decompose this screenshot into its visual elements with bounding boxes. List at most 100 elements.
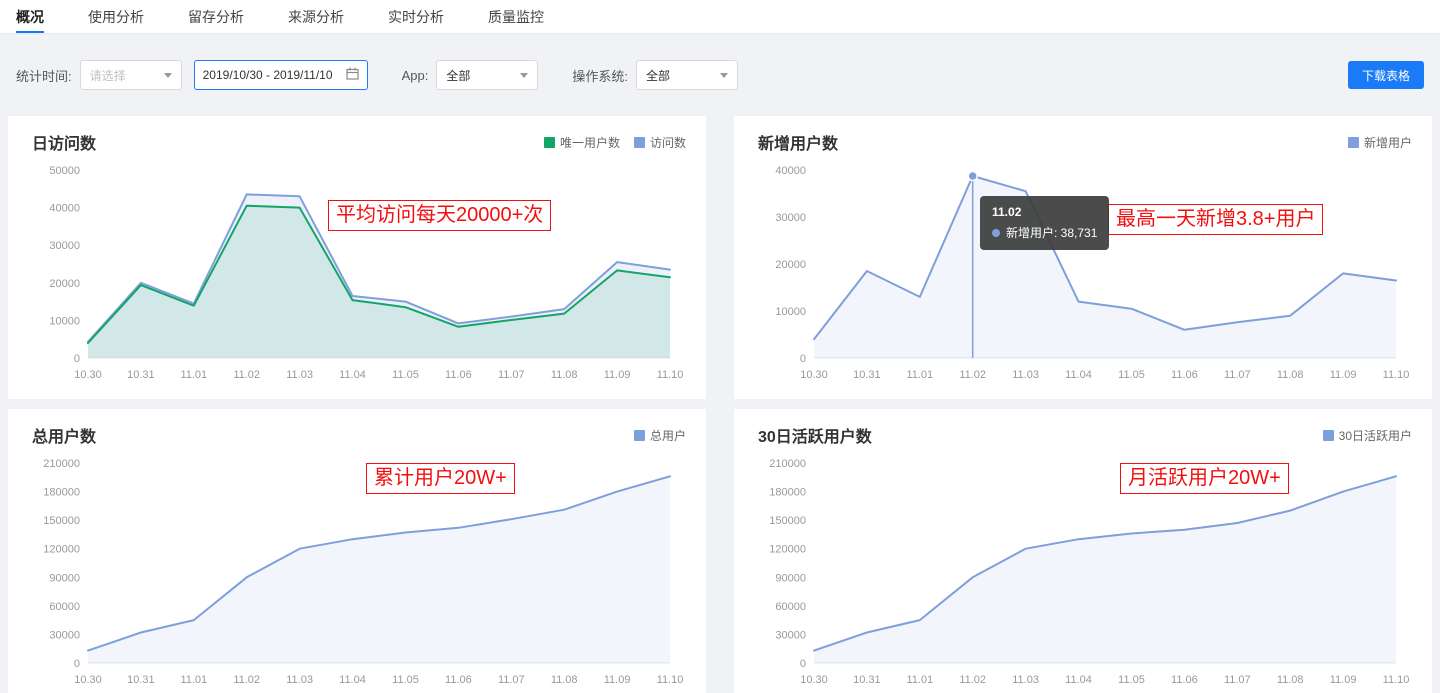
os-filter-group: 操作系统: 全部 xyxy=(572,60,738,90)
svg-text:150000: 150000 xyxy=(769,515,806,527)
svg-text:11.05: 11.05 xyxy=(392,674,419,686)
panel-active-users-30d: 30日活跃用户数 30日活跃用户 0 30000 60000 90000 120000 1… xyxy=(734,409,1432,693)
svg-text:10.31: 10.31 xyxy=(127,369,155,381)
svg-text:11.08: 11.08 xyxy=(1277,369,1304,381)
svg-text:10.31: 10.31 xyxy=(853,674,881,686)
svg-text:11.10: 11.10 xyxy=(657,369,684,381)
svg-text:0: 0 xyxy=(74,353,80,365)
svg-text:40000: 40000 xyxy=(49,203,80,215)
chart-annotation: 平均访问每天20000+次 xyxy=(328,200,552,231)
legend-item[interactable]: 唯一用户数 xyxy=(543,134,620,151)
svg-text:10000: 10000 xyxy=(775,306,806,318)
svg-text:11.07: 11.07 xyxy=(498,369,525,381)
tab-realtime-analysis[interactable]: 实时分析 xyxy=(388,8,444,25)
legend-swatch-icon xyxy=(633,136,645,148)
os-select[interactable]: 全部 xyxy=(636,60,738,90)
time-filter-group: 统计时间: 请选择 2019/10/30 - 2019/11/10 xyxy=(16,60,368,90)
os-select-value: 全部 xyxy=(646,68,671,83)
legend-swatch-icon xyxy=(1322,429,1334,441)
total-users-chart[interactable]: 0 30000 60000 90000 120000 150000 180000 210000… xyxy=(32,451,686,691)
svg-text:11.06: 11.06 xyxy=(445,369,472,381)
calendar-icon xyxy=(346,67,359,83)
svg-text:11.09: 11.09 xyxy=(604,674,631,686)
time-filter-label: 统计时间: xyxy=(16,68,72,84)
chart-annotation: 最高一天新增3.8+用户 xyxy=(1108,204,1324,235)
tab-overview[interactable]: 概况 xyxy=(16,0,44,33)
svg-text:11.02: 11.02 xyxy=(959,369,986,381)
svg-text:11.03: 11.03 xyxy=(1012,674,1039,686)
svg-text:180000: 180000 xyxy=(769,487,806,499)
legend-item[interactable]: 总用户 xyxy=(633,427,686,444)
svg-text:10000: 10000 xyxy=(49,315,80,327)
tab-retention-analysis[interactable]: 留存分析 xyxy=(188,8,244,25)
svg-text:11.09: 11.09 xyxy=(1330,674,1357,686)
tab-source-analysis[interactable]: 来源分析 xyxy=(288,8,344,25)
legend-item[interactable]: 新增用户 xyxy=(1347,134,1412,151)
charts-grid: 日访问数 唯一用户数 访问数 0 10000 20000 30000 40000 50000… xyxy=(0,116,1440,693)
time-select[interactable]: 请选择 xyxy=(79,60,182,90)
panel-daily-visits: 日访问数 唯一用户数 访问数 0 10000 20000 30000 40000 50000… xyxy=(8,116,706,399)
svg-text:11.01: 11.01 xyxy=(906,674,933,686)
svg-text:11.06: 11.06 xyxy=(445,674,472,686)
svg-text:11.01: 11.01 xyxy=(180,674,207,686)
svg-text:10.30: 10.30 xyxy=(74,674,102,686)
svg-text:11.02: 11.02 xyxy=(959,674,986,686)
svg-text:11.05: 11.05 xyxy=(1118,369,1145,381)
svg-text:30000: 30000 xyxy=(49,240,80,252)
svg-text:11.07: 11.07 xyxy=(1224,369,1251,381)
svg-text:11.04: 11.04 xyxy=(1065,674,1092,686)
legend-swatch-icon xyxy=(543,136,555,148)
chart-title: 新增用户数 xyxy=(758,136,839,153)
svg-text:11.08: 11.08 xyxy=(1277,674,1304,686)
date-range-input[interactable]: 2019/10/30 - 2019/11/10 xyxy=(193,60,368,90)
panel-total-users: 总用户数 总用户 0 30000 60000 90000 120000 150000 180… xyxy=(8,409,706,693)
chevron-down-icon xyxy=(520,72,529,78)
svg-text:20000: 20000 xyxy=(775,259,806,271)
svg-text:11.07: 11.07 xyxy=(1224,674,1251,686)
chevron-down-icon xyxy=(720,72,728,78)
app-select[interactable]: 全部 xyxy=(436,60,539,90)
svg-text:0: 0 xyxy=(800,353,806,365)
svg-text:11.05: 11.05 xyxy=(392,369,419,381)
panel-new-users: 新增用户数 新增用户 0 10000 20000 30000 40000 10.30 10.… xyxy=(734,116,1432,399)
svg-text:180000: 180000 xyxy=(43,487,80,499)
tab-quality-monitor[interactable]: 质量监控 xyxy=(488,8,544,25)
svg-text:90000: 90000 xyxy=(775,572,806,584)
svg-text:11.08: 11.08 xyxy=(551,369,578,381)
svg-text:11.06: 11.06 xyxy=(1171,674,1198,686)
svg-text:0: 0 xyxy=(800,658,806,670)
legend-item[interactable]: 访问数 xyxy=(633,134,686,151)
panel-head: 总用户数 总用户 xyxy=(32,423,686,447)
svg-text:11.03: 11.03 xyxy=(286,674,313,686)
svg-text:11.06: 11.06 xyxy=(1171,369,1198,381)
svg-text:10.31: 10.31 xyxy=(127,674,155,686)
download-table-button[interactable]: 下载表格 xyxy=(1347,61,1424,89)
chart-annotation: 月活跃用户20W+ xyxy=(1120,463,1289,494)
chart-title: 日访问数 xyxy=(32,136,97,153)
os-filter-label: 操作系统: xyxy=(572,68,628,84)
svg-text:11.09: 11.09 xyxy=(604,369,631,381)
chart-annotation: 累计用户20W+ xyxy=(366,463,515,494)
svg-text:60000: 60000 xyxy=(775,601,806,613)
svg-text:11.09: 11.09 xyxy=(1330,369,1357,381)
svg-text:10.30: 10.30 xyxy=(800,369,828,381)
svg-text:90000: 90000 xyxy=(49,572,80,584)
svg-text:11.05: 11.05 xyxy=(1118,674,1145,686)
svg-text:11.10: 11.10 xyxy=(657,674,684,686)
panel-head: 日访问数 唯一用户数 访问数 xyxy=(32,130,686,154)
svg-text:20000: 20000 xyxy=(49,278,80,290)
svg-text:150000: 150000 xyxy=(43,515,80,527)
new-users-chart[interactable]: 0 10000 20000 30000 40000 10.30 10.31 11.01 11.0… xyxy=(758,158,1412,386)
tab-usage-analysis[interactable]: 使用分析 xyxy=(88,8,144,25)
svg-text:11.01: 11.01 xyxy=(180,369,207,381)
svg-text:60000: 60000 xyxy=(49,601,80,613)
legend-swatch-icon xyxy=(1347,136,1359,148)
svg-text:210000: 210000 xyxy=(43,458,80,470)
daily-visits-chart[interactable]: 0 10000 20000 30000 40000 50000 10.30 10.31 11.0… xyxy=(32,158,686,386)
legend-swatch-icon xyxy=(633,429,645,441)
svg-text:120000: 120000 xyxy=(43,544,80,556)
legend-item[interactable]: 30日活跃用户 xyxy=(1322,427,1412,444)
active-users-30d-chart[interactable]: 0 30000 60000 90000 120000 150000 180000 210000… xyxy=(758,451,1412,691)
chart-legend: 唯一用户数 访问数 xyxy=(543,134,686,151)
